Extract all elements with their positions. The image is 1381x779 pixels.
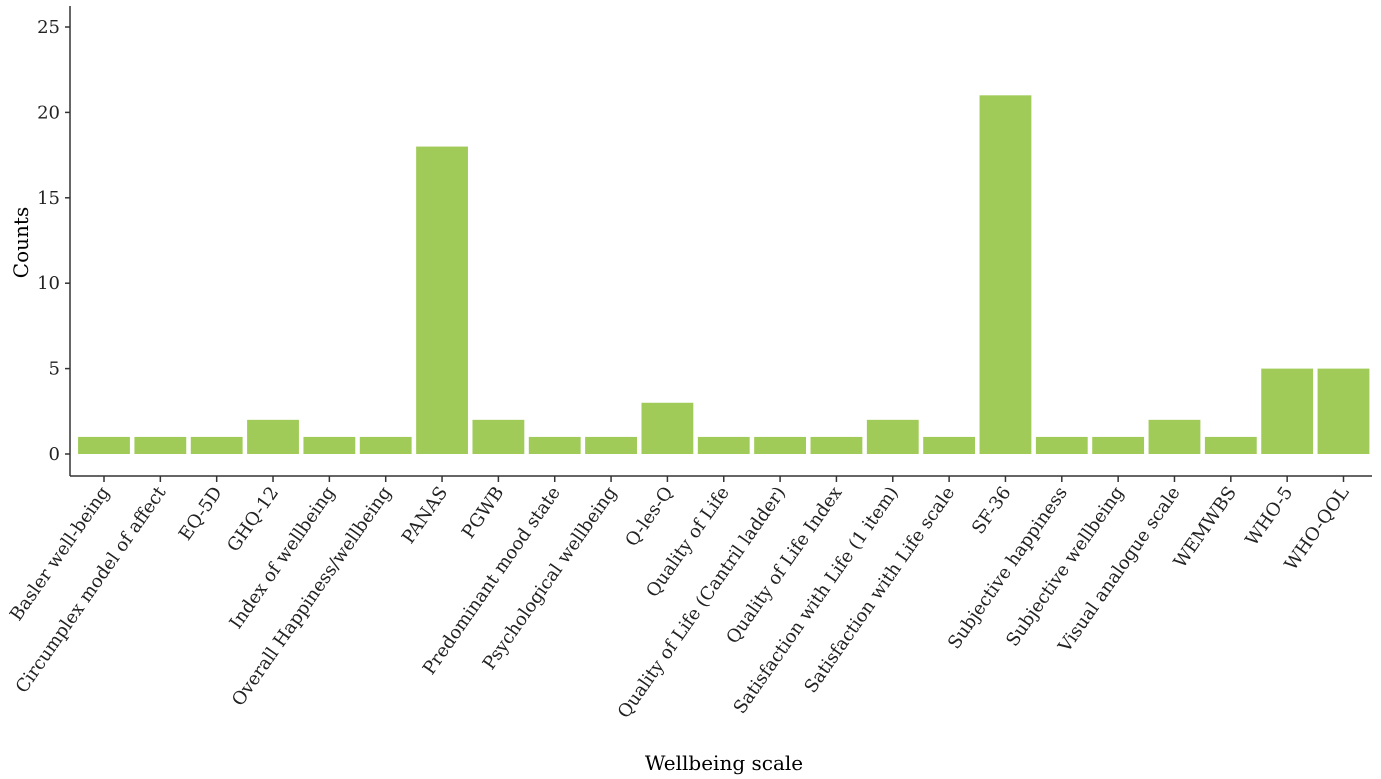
bar-2 — [190, 436, 243, 454]
bar-17 — [1035, 436, 1088, 454]
bar-18 — [1092, 436, 1145, 454]
x-tick-label-21: WHO-5 — [1242, 483, 1298, 550]
bar-11 — [697, 436, 750, 454]
bar-7 — [472, 419, 525, 454]
x-tick-label-0: Basler well-being — [6, 483, 114, 625]
x-tick-label-16: SF-36 — [968, 483, 1016, 538]
bar-22 — [1317, 368, 1370, 454]
bar-12 — [754, 436, 806, 454]
y-tick-label-4: 20 — [37, 102, 60, 123]
y-tick-label-2: 10 — [37, 273, 60, 294]
y-tick-label-3: 15 — [37, 188, 60, 209]
x-tick-label-6: PANAS — [398, 483, 452, 548]
y-axis-title: Counts — [9, 207, 33, 278]
bar-13 — [810, 436, 863, 454]
bar-15 — [923, 436, 976, 454]
x-axis-title: Wellbeing scale — [645, 751, 803, 775]
x-tick-label-4: Index of wellbeing — [226, 483, 340, 633]
bar-6 — [416, 146, 468, 454]
x-tick-label-3: GHQ-12 — [223, 483, 283, 556]
bar-20 — [1204, 436, 1257, 454]
bar-8 — [528, 436, 581, 454]
bar-0 — [78, 436, 130, 454]
axes-layer — [65, 6, 1372, 482]
bar-19 — [1148, 419, 1201, 454]
bar-1 — [134, 436, 187, 454]
y-tick-label-5: 25 — [37, 17, 60, 38]
bar-4 — [303, 436, 356, 454]
y-tick-label-0: 0 — [49, 444, 60, 465]
y-tick-label-1: 5 — [49, 359, 60, 380]
bar-10 — [641, 402, 694, 454]
bar-14 — [866, 419, 919, 454]
bar-9 — [585, 436, 637, 454]
bar-16 — [979, 95, 1032, 454]
bars-layer — [78, 95, 1370, 454]
bar-3 — [247, 419, 299, 454]
x-tick-label-10: Q-les-Q — [621, 483, 677, 551]
bar-5 — [359, 436, 412, 454]
x-tick-label-2: EQ-5D — [175, 483, 227, 545]
x-tick-label-7: PGWB — [458, 483, 509, 543]
bar-21 — [1261, 368, 1314, 454]
